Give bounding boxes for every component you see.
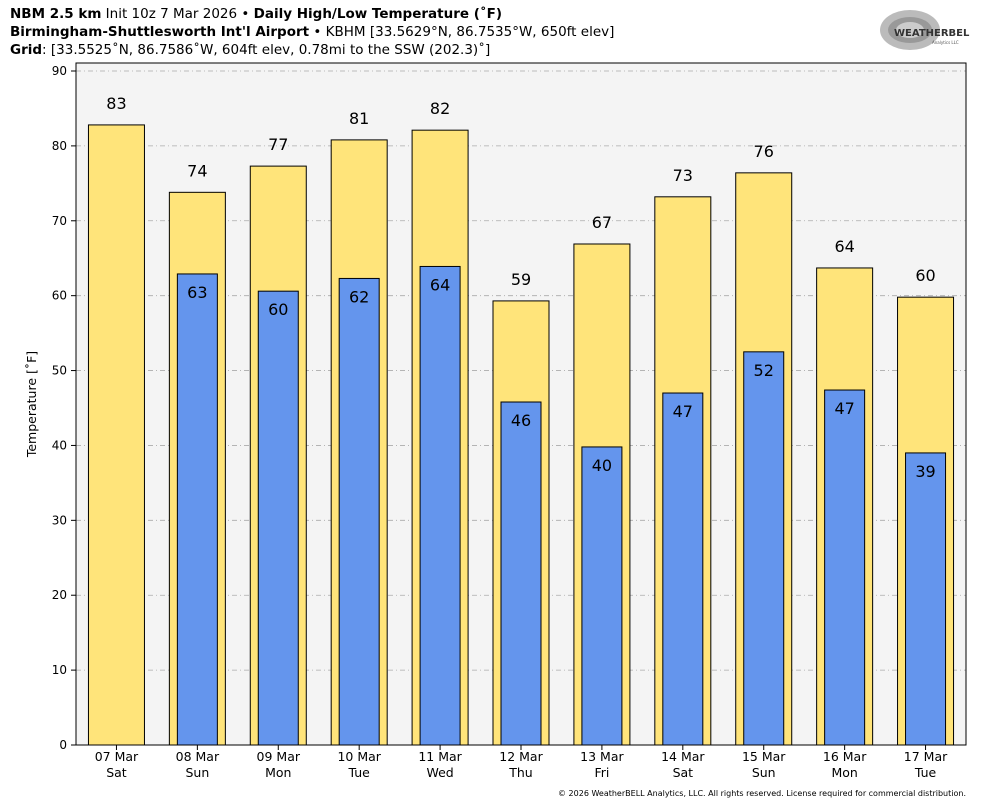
x-tick-label-date: 17 Mar bbox=[904, 749, 948, 764]
grid-label: Grid bbox=[10, 42, 43, 58]
x-tick-label-day: Sun bbox=[752, 765, 776, 780]
init-time: Init 10z 7 Mar 2026 • bbox=[101, 6, 254, 22]
x-tick-label-day: Mon bbox=[831, 765, 857, 780]
x-tick-label-day: Tue bbox=[348, 765, 371, 780]
header-line-3: Grid: [33.5525˚N, 86.7586˚W, 604ft elev,… bbox=[10, 42, 490, 58]
low-label: 40 bbox=[592, 456, 612, 475]
high-label: 64 bbox=[834, 237, 854, 256]
high-label: 77 bbox=[268, 135, 288, 154]
station-info: • KBHM [33.5629°N, 86.7535°W, 650ft elev… bbox=[309, 24, 615, 40]
low-label: 47 bbox=[834, 399, 854, 418]
low-bar bbox=[176, 273, 218, 746]
plot-frame bbox=[75, 62, 967, 746]
high-label: 81 bbox=[349, 109, 369, 128]
low-label: 52 bbox=[754, 361, 774, 380]
x-tick-label-day: Thu bbox=[508, 765, 532, 780]
low-label: 47 bbox=[673, 402, 693, 421]
high-label: 59 bbox=[511, 270, 531, 289]
low-label: 46 bbox=[511, 411, 531, 430]
header-line-1: NBM 2.5 km Init 10z 7 Mar 2026 • Daily H… bbox=[10, 6, 502, 22]
low-label: 62 bbox=[349, 287, 369, 306]
low-bar bbox=[905, 452, 947, 746]
y-tick-label: 90 bbox=[52, 64, 67, 78]
low-bar bbox=[662, 392, 704, 746]
x-tick-label-date: 12 Mar bbox=[499, 749, 543, 764]
x-tick-label-day: Mon bbox=[265, 765, 291, 780]
low-label: 39 bbox=[915, 462, 935, 481]
y-tick-label: 0 bbox=[59, 738, 67, 752]
high-label: 82 bbox=[430, 99, 450, 118]
y-tick-label: 30 bbox=[52, 513, 67, 527]
low-bar bbox=[824, 389, 866, 746]
x-tick-label-date: 15 Mar bbox=[742, 749, 786, 764]
low-label: 64 bbox=[430, 275, 450, 294]
y-tick-label: 40 bbox=[52, 438, 67, 452]
low-bar bbox=[500, 401, 542, 746]
y-tick-label: 60 bbox=[52, 289, 67, 303]
low-label: 63 bbox=[187, 283, 207, 302]
x-tick-label-date: 09 Mar bbox=[257, 749, 301, 764]
high-label: 76 bbox=[754, 142, 774, 161]
high-label: 73 bbox=[673, 166, 693, 185]
x-tick-label-date: 08 Mar bbox=[176, 749, 220, 764]
low-bar bbox=[257, 290, 299, 746]
high-label: 60 bbox=[915, 266, 935, 285]
low-bar bbox=[743, 351, 785, 746]
x-tick-label-day: Fri bbox=[594, 765, 609, 780]
x-tick-label-date: 14 Mar bbox=[661, 749, 705, 764]
high-label: 83 bbox=[106, 94, 126, 113]
low-bar bbox=[581, 446, 623, 746]
y-tick-label: 10 bbox=[52, 663, 67, 677]
high-label: 67 bbox=[592, 213, 612, 232]
x-tick-label-day: Sat bbox=[673, 765, 694, 780]
high-bar bbox=[87, 124, 145, 746]
header-line-2: Birmingham-Shuttlesworth Int'l Airport •… bbox=[10, 24, 614, 40]
low-bar bbox=[419, 265, 461, 746]
y-tick-label: 70 bbox=[52, 214, 67, 228]
weatherbell-logo: WEATHERBELL Analytics LLC bbox=[880, 10, 970, 50]
x-tick-label-date: 07 Mar bbox=[95, 749, 139, 764]
model-name: NBM 2.5 km bbox=[10, 6, 102, 22]
y-tick-label: 80 bbox=[52, 139, 67, 153]
svg-text:WEATHERBELL: WEATHERBELL bbox=[894, 28, 970, 39]
x-tick-label-day: Sat bbox=[106, 765, 127, 780]
y-axis-label: Temperature [˚F] bbox=[24, 351, 39, 458]
x-tick-label-day: Tue bbox=[914, 765, 937, 780]
x-tick-label-day: Wed bbox=[426, 765, 453, 780]
low-bar bbox=[338, 277, 380, 746]
high-label: 74 bbox=[187, 161, 207, 180]
station-name: Birmingham-Shuttlesworth Int'l Airport bbox=[10, 24, 310, 40]
x-tick-label-date: 11 Mar bbox=[418, 749, 462, 764]
low-label: 60 bbox=[268, 300, 288, 319]
x-tick-label-day: Sun bbox=[185, 765, 209, 780]
grid-info: : [33.5525˚N, 86.7586˚W, 604ft elev, 0.7… bbox=[42, 42, 491, 58]
x-tick-label-date: 10 Mar bbox=[337, 749, 381, 764]
y-tick-label: 50 bbox=[52, 364, 67, 378]
x-tick-label-date: 13 Mar bbox=[580, 749, 624, 764]
y-tick-label: 20 bbox=[52, 588, 67, 602]
svg-text:Analytics LLC: Analytics LLC bbox=[932, 40, 959, 45]
chart-title: Daily High/Low Temperature (˚F) bbox=[253, 6, 503, 22]
copyright-footer: © 2026 WeatherBELL Analytics, LLC. All r… bbox=[558, 789, 966, 798]
x-tick-label-date: 16 Mar bbox=[823, 749, 867, 764]
